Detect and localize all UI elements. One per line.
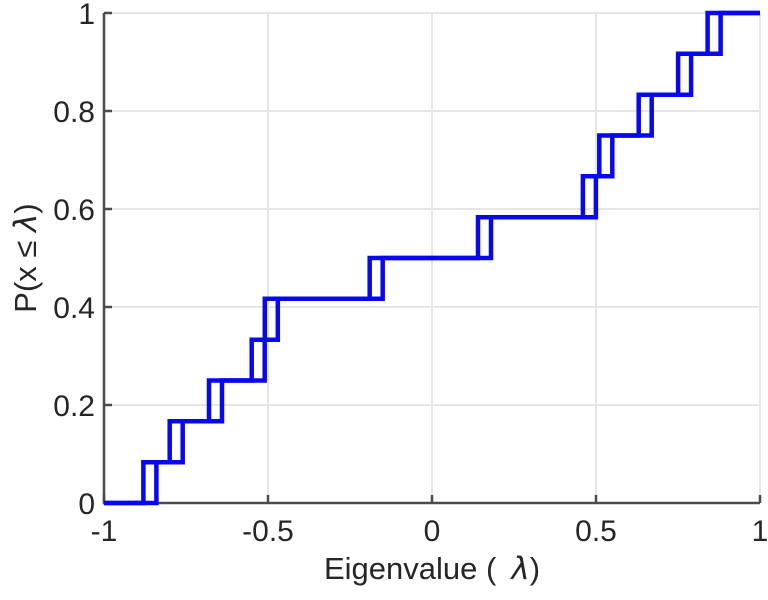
y-axis-label-text: P(x ≤ — [8, 231, 43, 313]
x-tick-label: 0 — [424, 515, 441, 548]
x-axis-label-text: Eigenvalue ( — [323, 551, 497, 586]
y-tick-label: 0.8 — [53, 96, 95, 129]
y-tick-label: 1 — [78, 0, 95, 31]
y-axis-label: P(x ≤ λ) — [8, 203, 44, 312]
ecdf-step-line — [104, 10, 760, 506]
x-tick-label: -0.5 — [242, 515, 294, 548]
y-tick-label: 0 — [78, 488, 95, 521]
x-tick-label: 0.5 — [575, 515, 617, 548]
y-tick-label: 0.6 — [53, 194, 95, 227]
x-tick-label: -1 — [91, 515, 118, 548]
y-axis-label-close: ) — [8, 203, 43, 214]
y-tick-label: 0.2 — [53, 390, 95, 423]
lambda-symbol: λ — [511, 551, 530, 587]
x-axis-label-close: ) — [529, 551, 541, 586]
x-axis-label: Eigenvalue ( λ) — [104, 551, 760, 587]
lambda-symbol: λ — [8, 213, 44, 232]
y-tick-label: 0.4 — [53, 292, 95, 325]
x-tick-label: 1 — [752, 515, 768, 548]
